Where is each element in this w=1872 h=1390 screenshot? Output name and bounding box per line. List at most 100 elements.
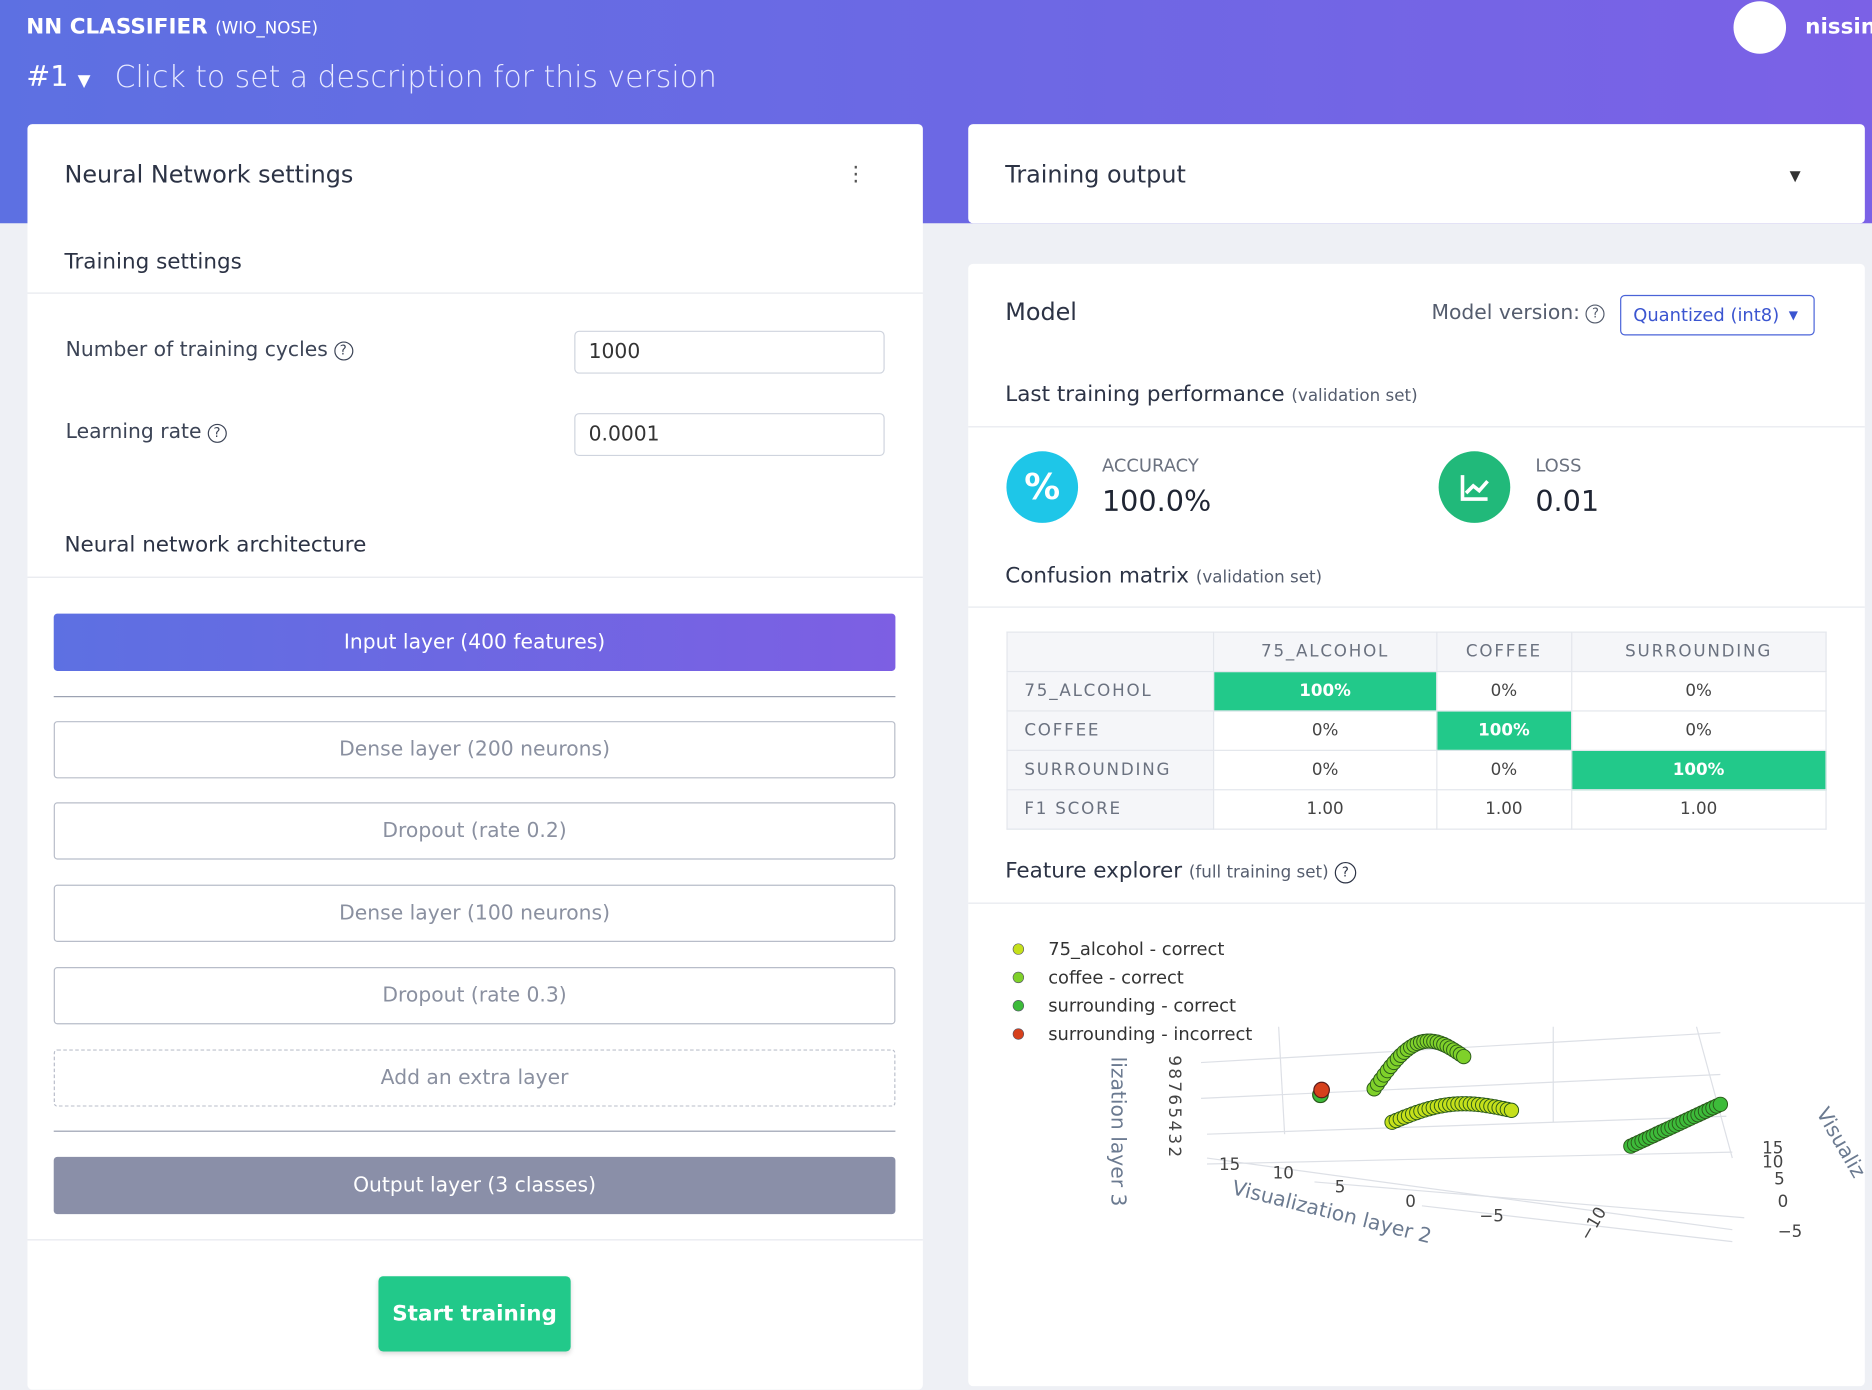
label: Number of training cycles	[65, 337, 328, 362]
axis-tick: 10	[1762, 1152, 1783, 1172]
plot-grid	[1314, 1181, 1745, 1219]
plot-grid	[1206, 1115, 1727, 1135]
metric-value: 100.0%	[1101, 484, 1212, 519]
title: NN CLASSIFIER	[26, 14, 208, 40]
divider	[968, 902, 1865, 904]
output-layer[interactable]: Output layer (3 classes)	[53, 1156, 896, 1215]
icon	[1460, 475, 1489, 501]
plot-grid	[1206, 1151, 1733, 1165]
point	[1712, 1096, 1729, 1112]
text-input[interactable]: 1000	[574, 330, 885, 374]
layer[interactable]: Dense layer (200 neurons)	[53, 721, 896, 779]
value: Quantized (int8)	[1633, 304, 1780, 326]
section-heading: Training settings	[64, 249, 242, 275]
header-row: 75_ALCOHOL COFFEE SURROUNDING	[1006, 631, 1827, 673]
avatar[interactable]	[1733, 1, 1787, 54]
loss-icon	[1438, 451, 1511, 523]
legend-dot	[1012, 971, 1025, 984]
column-header: COFFEE	[1436, 631, 1572, 673]
note: (full training set)	[1188, 863, 1329, 883]
point	[1503, 1102, 1520, 1118]
menu[interactable]: · · ·	[852, 155, 860, 195]
cell: 0%	[1212, 710, 1438, 751]
column-header: 75_ALCOHOL	[1212, 631, 1438, 673]
description[interactable]: Click to set a description for this vers…	[114, 59, 717, 95]
row-header: 75_ALCOHOL	[1006, 670, 1215, 712]
row-header: SURROUNDING	[1006, 749, 1215, 791]
axis-tick: 10	[1273, 1162, 1294, 1182]
note: (validation set)	[1195, 568, 1323, 588]
section-heading: Confusion matrix (validation set)	[1005, 564, 1322, 589]
axis-label: Visualization layer 2	[1230, 1175, 1435, 1248]
start-training-button[interactable]: Start training	[378, 1276, 571, 1352]
training-output-panel	[968, 124, 1865, 224]
plot-grid	[1278, 1026, 1286, 1135]
add-layer[interactable]: Add an extra layer	[53, 1049, 896, 1107]
cell: 100%	[1212, 670, 1438, 712]
column-header: SURROUNDING	[1570, 631, 1827, 673]
plot-grid	[1206, 1157, 1733, 1231]
field-label: Learning rate?	[66, 420, 227, 444]
panel-title: Neural Network settings	[64, 159, 354, 189]
heading: Feature explorer	[1005, 858, 1183, 884]
input-layer[interactable]: Input layer (400 features)	[53, 613, 896, 671]
row-header: COFFEE	[1006, 710, 1215, 751]
axis-tick: 5	[1774, 1168, 1785, 1188]
cell: 1.00	[1436, 789, 1572, 830]
axis-tick: 0	[1405, 1191, 1416, 1211]
cell: 0%	[1436, 670, 1572, 712]
metric-label: LOSS	[1535, 454, 1582, 477]
cell: 100%	[1436, 710, 1572, 751]
layer[interactable]: Dropout (rate 0.3)	[53, 967, 896, 1025]
heading: Confusion matrix	[1005, 563, 1190, 589]
axis-label: Visualiz	[1812, 1103, 1865, 1182]
heading: Last training performance	[1005, 382, 1285, 408]
subtitle: (WIO_NOSE)	[215, 19, 319, 39]
layer[interactable]: Dropout (rate 0.2)	[53, 802, 896, 860]
divider	[27, 1239, 923, 1241]
layer[interactable]: Dense layer (100 neurons)	[53, 884, 896, 942]
field-label: Number of training cycles?	[66, 338, 353, 362]
user[interactable]: nissin	[1805, 14, 1872, 40]
legend-label: surrounding - correct	[1048, 996, 1236, 1017]
cell: 0%	[1570, 710, 1827, 751]
row: SURROUNDING 0% 0% 100%	[1006, 749, 1827, 791]
legend-label: coffee - correct	[1048, 967, 1184, 988]
axis-tick: −5	[1778, 1221, 1803, 1241]
plot-grid	[1695, 1026, 1733, 1159]
cell: 0%	[1212, 749, 1438, 791]
cell: 100%	[1570, 749, 1827, 791]
collapse-toggle[interactable]: ▼	[1789, 167, 1801, 184]
cell: 1.00	[1212, 789, 1438, 830]
axis-tick: 5	[1335, 1177, 1346, 1197]
row-header: F1 SCORE	[1006, 789, 1215, 830]
metric-label: ACCURACY	[1101, 454, 1199, 477]
divider	[53, 1130, 896, 1132]
corner	[1006, 631, 1215, 673]
metric-value: 0.01	[1535, 484, 1600, 519]
axis-tick: 15	[1762, 1137, 1783, 1157]
plot-grid	[1201, 1073, 1721, 1099]
axis-tick: 0	[1778, 1191, 1789, 1211]
axis-tick: −5	[1479, 1205, 1504, 1225]
legend-dot	[1012, 943, 1025, 955]
version-select[interactable]: #1 ▼	[26, 59, 91, 94]
note: (validation set)	[1291, 386, 1418, 406]
cell: 1.00	[1570, 789, 1827, 830]
divider	[968, 606, 1865, 608]
legend-dot	[1012, 1028, 1025, 1040]
label: Learning rate	[65, 420, 202, 445]
feature-explorer: 75_alcohol - correct coffee - correct surr…	[1012, 939, 1865, 1248]
axis-tick: 15	[1219, 1154, 1240, 1174]
version-label: Model version:?	[1431, 301, 1606, 325]
legend-label: 75_alcohol - correct	[1048, 939, 1224, 960]
text-input[interactable]: 0.0001	[574, 413, 885, 457]
row: COFFEE 0% 100% 0%	[1006, 710, 1827, 751]
point	[1313, 1081, 1330, 1099]
accuracy-icon: %	[1006, 451, 1079, 523]
app-title: NN CLASSIFIER (WIO_NOSE)	[26, 14, 318, 39]
model-version-select[interactable]: Quantized (int8) ▼	[1620, 294, 1815, 336]
section-heading: Neural network architecture	[64, 532, 367, 558]
panel-title: Training output	[1005, 159, 1186, 189]
